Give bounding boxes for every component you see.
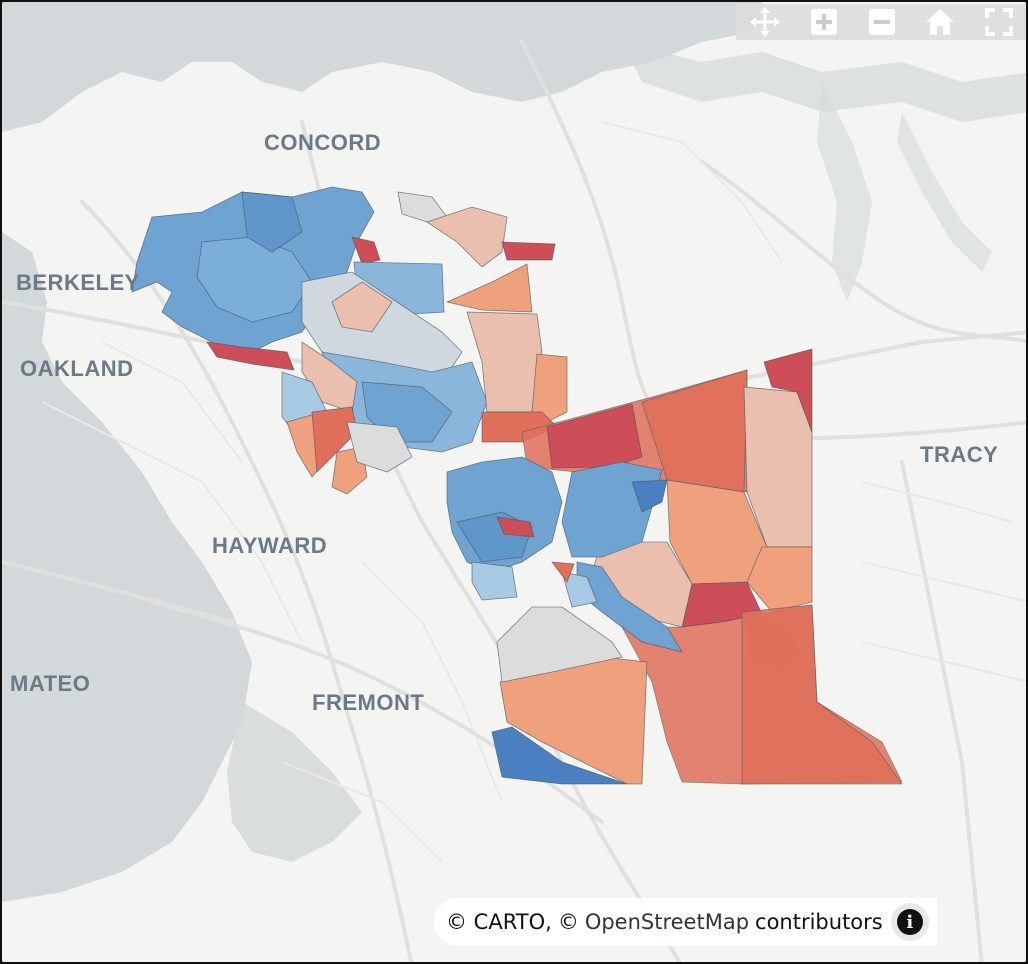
city-label-oakland: OAKLAND bbox=[20, 356, 134, 381]
region-grey-sw[interactable] bbox=[346, 421, 413, 473]
city-label-berkeley: BERKELEY bbox=[16, 270, 140, 295]
region-west-red[interactable] bbox=[206, 341, 295, 371]
city-label-hayward: HAYWARD bbox=[212, 533, 327, 558]
delta-channel-3 bbox=[897, 112, 992, 272]
minus-icon[interactable] bbox=[864, 4, 900, 40]
region-south-red-2[interactable] bbox=[741, 604, 903, 785]
map-toolbar bbox=[736, 4, 1026, 40]
contributors-text: contributors bbox=[755, 910, 883, 934]
info-icon: i bbox=[896, 909, 923, 935]
map-attribution: © CARTO, © OpenStreetMap contributors i bbox=[434, 898, 937, 946]
city-label-concord: CONCORD bbox=[264, 130, 381, 155]
region-east-dark-blue[interactable] bbox=[631, 479, 668, 513]
city-label-fremont: FREMONT bbox=[312, 690, 424, 715]
plus-icon[interactable] bbox=[806, 4, 842, 40]
san-pablo-bay bbox=[2, 2, 762, 132]
region-south-dark-blue[interactable] bbox=[491, 726, 628, 785]
fullscreen-icon[interactable] bbox=[981, 4, 1017, 40]
carto-attribution: © CARTO, bbox=[446, 910, 552, 934]
region-north-dark-red[interactable] bbox=[501, 241, 556, 261]
minor-roads bbox=[41, 121, 1026, 863]
region-salmon-column[interactable] bbox=[531, 353, 568, 423]
osm-link[interactable]: OpenStreetMap bbox=[584, 910, 750, 934]
region-center-red-spot[interactable] bbox=[496, 516, 535, 538]
region-north-peach[interactable] bbox=[426, 206, 508, 268]
san-francisco-bay bbox=[2, 232, 252, 902]
region-pale-peach[interactable] bbox=[331, 281, 393, 333]
delta-channel-2 bbox=[817, 82, 872, 302]
city-label-mateo: MATEO bbox=[10, 671, 90, 696]
district-regions[interactable] bbox=[131, 186, 903, 785]
region-south-grey[interactable] bbox=[496, 606, 623, 683]
region-center-light[interactable] bbox=[471, 561, 518, 601]
region-west-blue-3[interactable] bbox=[241, 191, 303, 253]
south-bay bbox=[227, 702, 362, 862]
delta-channel-1 bbox=[622, 42, 1026, 122]
home-icon[interactable] bbox=[922, 4, 958, 40]
region-east-dark-red[interactable] bbox=[546, 403, 643, 469]
region-nw-red-top[interactable] bbox=[351, 236, 381, 265]
city-labels: CONCORD BERKELEY OAKLAND TRACY HAYWARD M… bbox=[10, 130, 998, 715]
region-east-dark-red-top[interactable] bbox=[763, 348, 813, 433]
pan-arrows-icon[interactable] bbox=[747, 4, 783, 40]
info-button[interactable]: i bbox=[890, 903, 929, 941]
region-east-light-blue[interactable] bbox=[561, 571, 598, 608]
city-label-tracy: TRACY bbox=[920, 442, 998, 467]
water-bodies bbox=[2, 2, 1026, 902]
osm-copyright: © bbox=[557, 910, 579, 934]
region-north-salmon[interactable] bbox=[445, 263, 533, 313]
region-mid-red-spot[interactable] bbox=[551, 561, 575, 583]
region-red-sw[interactable] bbox=[311, 406, 358, 473]
